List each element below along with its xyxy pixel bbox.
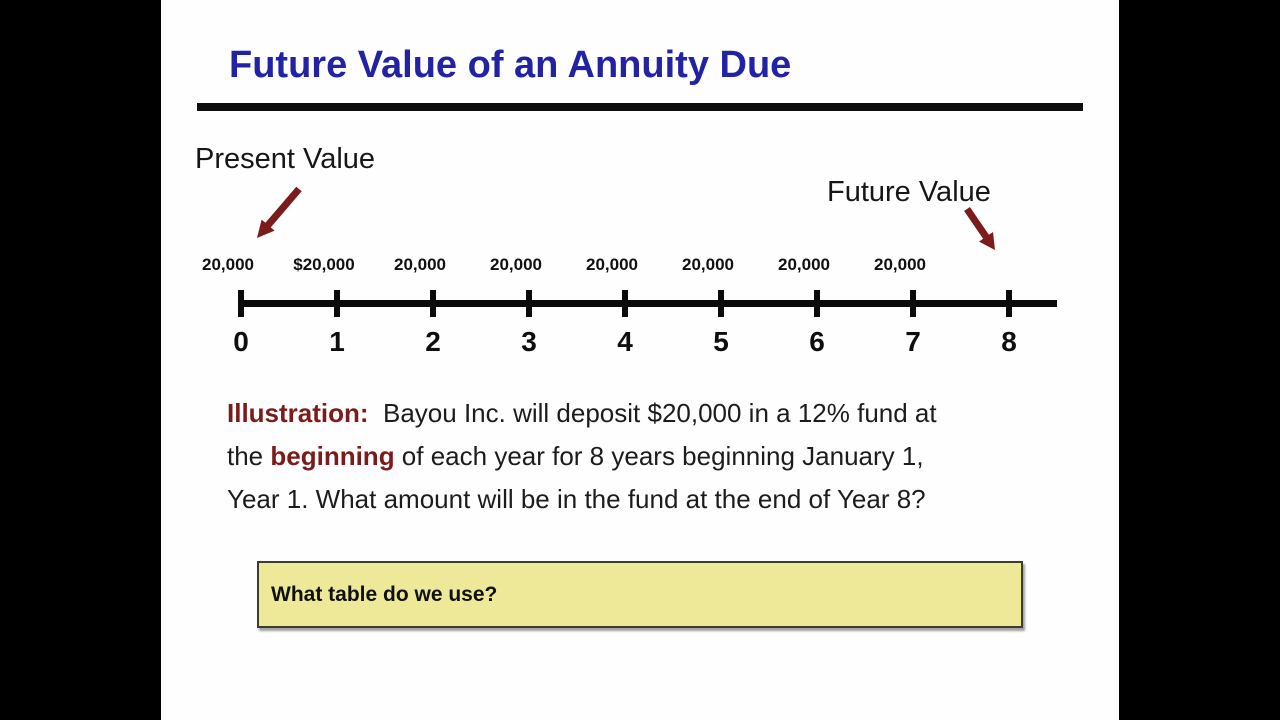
illustration-text: Year 1. What amount will be in the fund … — [227, 484, 926, 514]
timeline-period-label: 4 — [617, 326, 633, 357]
timeline-amount: 20,000 — [394, 255, 446, 274]
timeline-axis — [240, 300, 1057, 307]
illustration-line: the beginning of each year for 8 years b… — [227, 435, 1087, 478]
illustration-text: of each year for 8 years beginning Janua… — [394, 441, 924, 471]
timeline-amount: 20,000 — [778, 255, 830, 274]
timeline-period-label: 7 — [905, 326, 921, 357]
timeline-tick — [910, 290, 916, 317]
slide-title: Future Value of an Annuity Due — [229, 44, 792, 86]
timeline-period-label: 2 — [425, 326, 441, 357]
timeline-tick — [430, 290, 436, 317]
illustration-text: the — [227, 441, 271, 471]
illustration-emphasis-text: beginning — [270, 441, 395, 471]
left-letterbox-bar — [0, 0, 161, 720]
timeline-tick — [1006, 290, 1012, 317]
timeline-period-label: 5 — [713, 326, 729, 357]
timeline-period-label: 8 — [1001, 326, 1017, 357]
title-underline — [197, 103, 1083, 111]
timeline-tick — [334, 290, 340, 317]
present-value-arrow-icon — [257, 186, 302, 238]
slide: Future Value of an Annuity Due Present V… — [161, 0, 1119, 720]
timeline-period-label: 0 — [233, 326, 249, 357]
timeline-tick — [622, 290, 628, 317]
illustration-text: Bayou Inc. will deposit $20,000 in a 12%… — [368, 398, 937, 428]
illustration-paragraph: Illustration: Bayou Inc. will deposit $2… — [227, 392, 1087, 521]
illustration-line: Illustration: Bayou Inc. will deposit $2… — [227, 392, 1087, 435]
timeline-tick — [238, 290, 244, 317]
timeline-period-label: 1 — [329, 326, 345, 357]
illustration-emphasis-text: Illustration: — [227, 398, 369, 428]
timeline-amount: $20,000 — [293, 255, 355, 274]
present-value-label: Present Value — [195, 143, 376, 175]
timeline-tick — [814, 290, 820, 317]
timeline-tick — [526, 290, 532, 317]
question-box: What table do we use? — [257, 561, 1023, 628]
timeline-amount: 20,000 — [490, 255, 542, 274]
future-value-arrow-icon — [964, 207, 995, 250]
timeline-amount: 20,000 — [202, 255, 254, 274]
question-box-text: What table do we use? — [271, 582, 498, 606]
timeline-amount: 20,000 — [874, 255, 926, 274]
timeline-period-label: 6 — [809, 326, 825, 357]
timeline-amount: 20,000 — [682, 255, 734, 274]
right-letterbox-bar — [1119, 0, 1280, 720]
future-value-label: Future Value — [827, 176, 991, 208]
timeline-amount: 20,000 — [586, 255, 638, 274]
timeline-tick — [718, 290, 724, 317]
illustration-line: Year 1. What amount will be in the fund … — [227, 478, 1087, 521]
timeline-period-label: 3 — [521, 326, 537, 357]
